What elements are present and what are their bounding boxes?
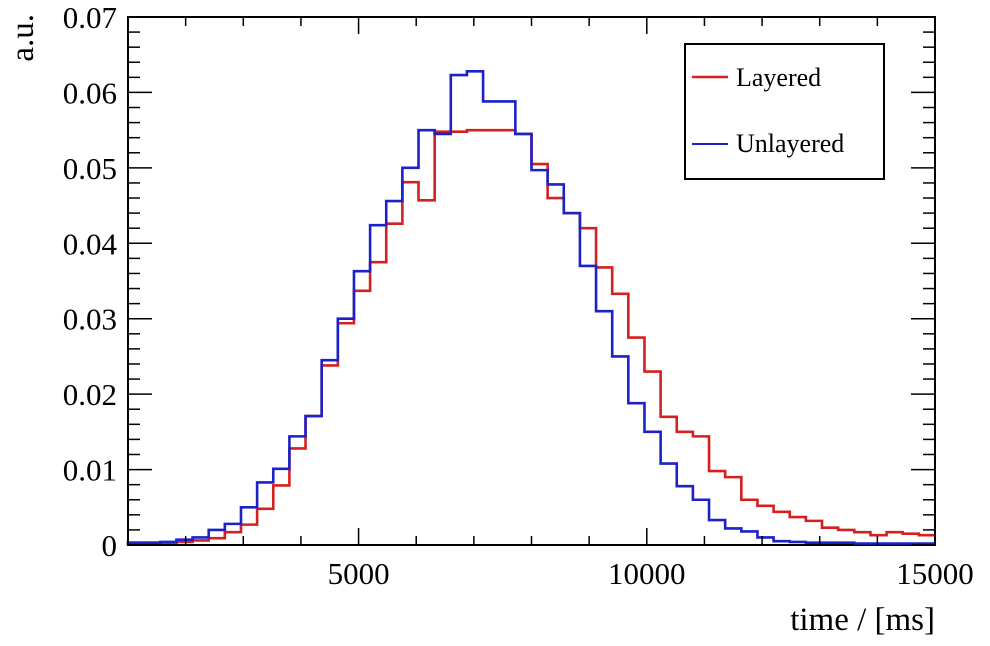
legend: Layered Unlayered [684,43,885,180]
series-layer [126,70,935,545]
legend-label-layered: Layered [736,63,821,92]
y-tick-label: 0.04 [63,226,118,261]
series-line-layered [126,128,935,545]
y-tick-label: 0.06 [63,75,117,110]
ticks-layer [127,16,936,546]
legend-label-unlayered: Unlayered [736,129,844,158]
y-tick-label: 0 [102,528,118,563]
y-tick-label: 0.01 [63,453,117,488]
x-tick-label: 5000 [328,556,390,591]
series-line-unlayered [126,70,935,545]
y-tick-label: 0.02 [63,377,117,412]
legend-box [684,43,885,180]
y-tick-label: 0.03 [63,302,117,337]
x-axis-label: time / [ms] [790,602,935,638]
y-tick-label: 0.05 [63,151,117,186]
x-tick-label: 10000 [608,556,686,591]
x-tick-label: 15000 [896,556,974,591]
y-axis-label: a.u. [5,14,41,62]
tick-labels: 5000 10000 15000 0 0.01 0.02 0.03 0.04 0.05 0.06 0… [63,0,974,591]
y-tick-label: 0.07 [63,0,117,35]
